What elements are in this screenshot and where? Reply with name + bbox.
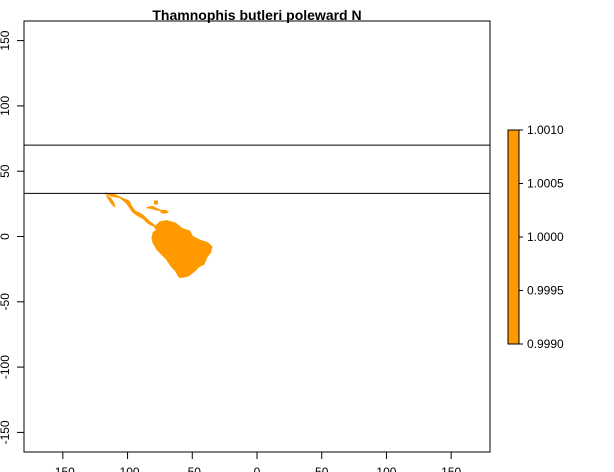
x-tick-label: 50 <box>315 465 329 472</box>
legend-tick-label: 0.9990 <box>527 337 564 351</box>
y-tick-label: -100 <box>0 355 12 379</box>
y-tick-label: 50 <box>0 164 12 178</box>
x-tick-label: 0 <box>254 465 261 472</box>
y-tick-label: -50 <box>0 293 12 311</box>
x-tick-label: 150 <box>441 465 461 472</box>
y-axis: 150 100 50 0 -50 -100 -150 <box>0 30 24 444</box>
raster-region-baja-california <box>106 195 116 208</box>
raster-region-cuba <box>146 205 161 212</box>
legend-tick-label: 1.0005 <box>527 177 564 191</box>
plot-title: Thamnophis butleri poleward N <box>152 7 361 23</box>
x-tick-label: -150 <box>51 465 75 472</box>
raster-region-mexico-central-america <box>104 192 157 229</box>
raster-region-south-america <box>151 220 213 278</box>
plot-frame <box>23 20 491 453</box>
x-tick-label: 100 <box>376 465 396 472</box>
y-tick-label: 100 <box>0 96 12 116</box>
raster-region-hispaniola <box>160 209 169 214</box>
color-legend: 1.0010 1.0005 1.0000 0.9995 0.9990 <box>507 123 564 351</box>
raster-region-bahamas <box>153 200 159 205</box>
latitude-lines <box>24 144 490 194</box>
x-axis: -150 -100 -50 0 50 100 150 <box>51 452 461 472</box>
y-tick-label: -150 <box>0 420 12 444</box>
y-tick-label: 0 <box>0 233 12 240</box>
raster-layer <box>104 192 213 278</box>
legend-tick-label: 0.9995 <box>527 284 564 298</box>
legend-tick-label: 1.0010 <box>527 123 564 137</box>
legend-tick-label: 1.0000 <box>527 230 564 244</box>
legend-color-bar <box>507 129 520 345</box>
x-tick-label: -50 <box>184 465 202 472</box>
y-tick-label: 150 <box>0 30 12 50</box>
x-tick-label: -100 <box>116 465 140 472</box>
